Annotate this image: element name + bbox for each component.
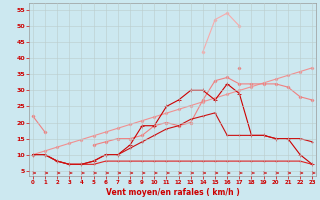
X-axis label: Vent moyen/en rafales ( km/h ): Vent moyen/en rafales ( km/h ) [106,188,239,197]
